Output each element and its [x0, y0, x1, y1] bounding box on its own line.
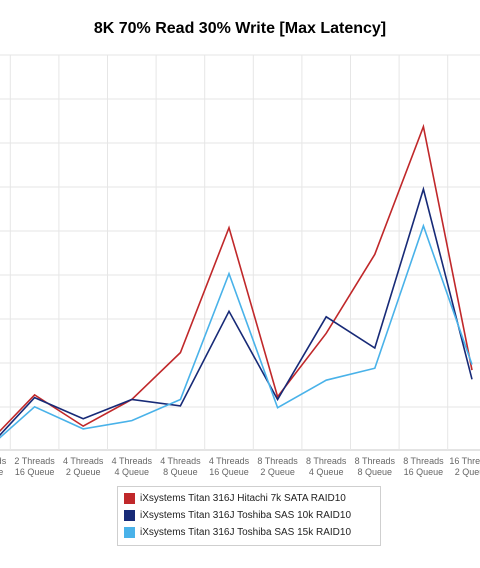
x-tick-label: 4 Threads 4 Queue [112, 456, 153, 477]
x-tick-label: 4 Threads 8 Queue [160, 456, 201, 477]
x-tick-label: 4 Threads 2 Queue [63, 456, 104, 477]
legend-item[interactable]: iXsystems Titan 316J Toshiba SAS 15k RAI… [124, 524, 380, 541]
legend-item[interactable]: iXsystems Titan 316J Hitachi 7k SATA RAI… [124, 490, 380, 507]
x-tick-label: 8 Threads 16 Queue [403, 456, 444, 477]
legend-swatch [124, 493, 135, 504]
x-tick-label: 4 Threads 16 Queue [209, 456, 250, 477]
series-lines [0, 123, 473, 439]
gridlines [0, 54, 480, 451]
legend-swatch [124, 510, 135, 521]
series-line [0, 186, 473, 437]
legend: iXsystems Titan 316J Hitachi 7k SATA RAI… [117, 486, 381, 546]
series-line [0, 123, 473, 433]
legend-label: iXsystems Titan 316J Hitachi 7k SATA RAI… [140, 493, 346, 504]
legend-item[interactable]: iXsystems Titan 316J Toshiba SAS 10k RAI… [124, 507, 380, 524]
x-tick-label: 8 Threads 2 Queue [257, 456, 298, 477]
x-tick-label: 8 Threads 4 Queue [306, 456, 347, 477]
legend-swatch [124, 527, 135, 538]
x-tick-label: 2 Threads 16 Queue [14, 456, 55, 477]
legend-label: iXsystems Titan 316J Toshiba SAS 10k RAI… [140, 510, 352, 521]
chart-title: 8K 70% Read 30% Write [Max Latency] [93, 20, 387, 37]
legend-label: iXsystems Titan 316J Toshiba SAS 15k RAI… [140, 527, 352, 538]
x-tick-label: 8 Threads 8 Queue [355, 456, 396, 477]
series-line [0, 223, 473, 439]
